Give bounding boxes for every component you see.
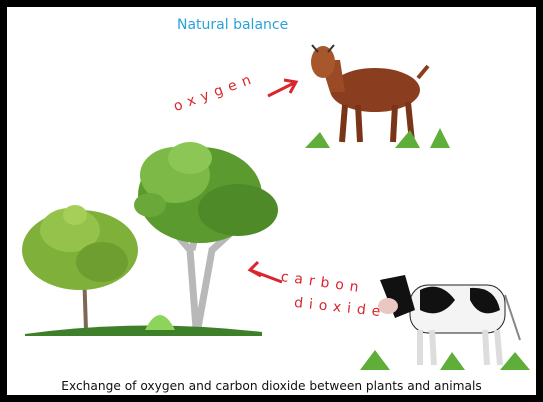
grass [145, 315, 175, 330]
arrow [268, 80, 296, 96]
caption: Exchange of oxygen and carbon dioxide be… [7, 379, 536, 393]
arrow [250, 262, 282, 282]
title: Natural balance [177, 17, 288, 33]
grass [25, 325, 262, 336]
big-tree [134, 142, 278, 328]
frame: Natural balance oxygen carbon dioxide Ex… [0, 0, 543, 402]
small-tree [22, 205, 138, 330]
cow [360, 275, 530, 370]
illustration [7, 7, 536, 395]
goat [305, 45, 450, 148]
